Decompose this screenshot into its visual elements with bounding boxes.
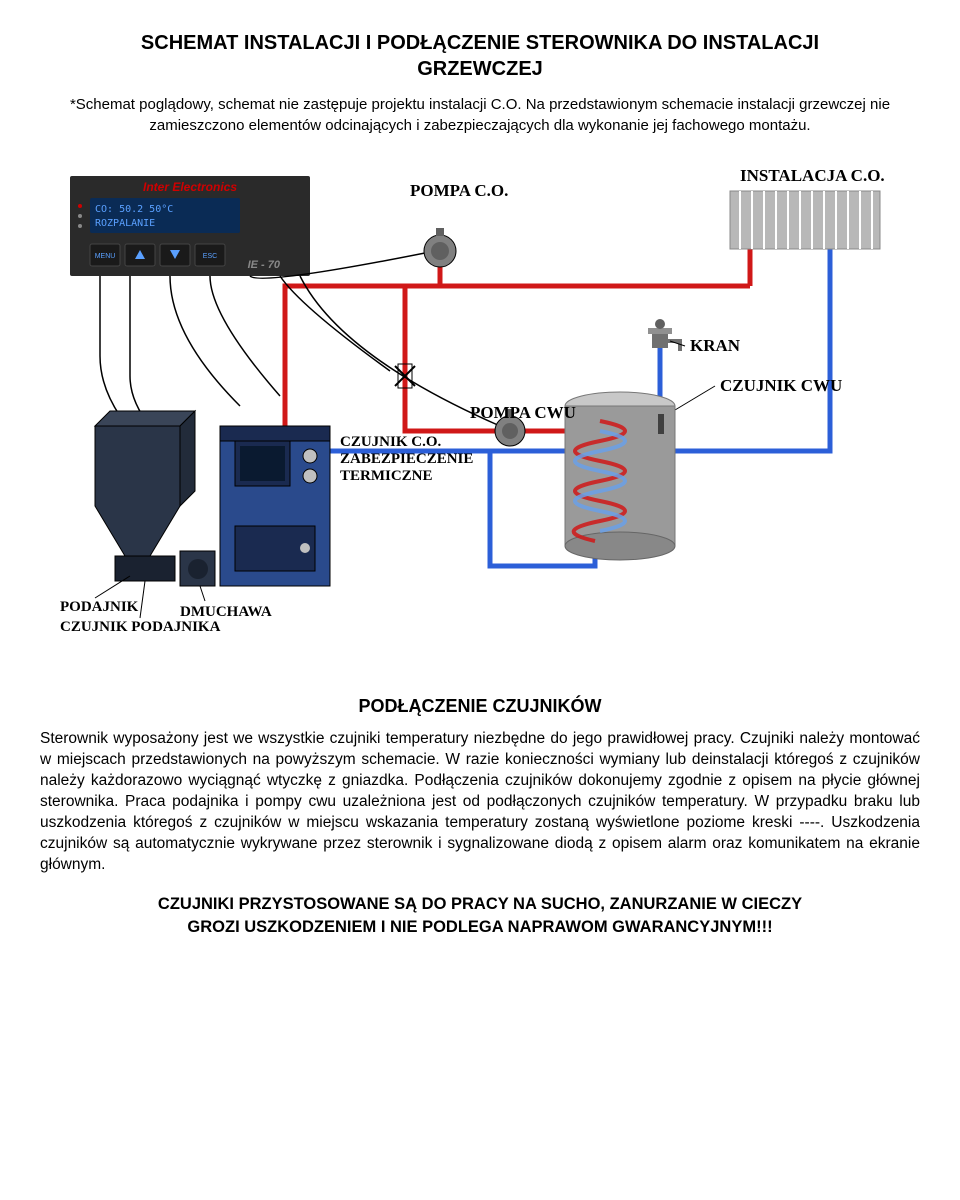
- svg-text:Inter Electronics: Inter Electronics: [143, 180, 237, 194]
- svg-text:CZUJNIK C.O.: CZUJNIK C.O.: [340, 434, 442, 450]
- boiler-unit: [95, 411, 330, 586]
- radiator: [730, 191, 880, 249]
- svg-text:CZUJNIK CWU: CZUJNIK CWU: [720, 376, 842, 395]
- svg-text:TERMICZNE: TERMICZNE: [340, 468, 433, 484]
- svg-text:ROZPALANIE: ROZPALANIE: [95, 218, 155, 229]
- body-paragraph: Sterownik wyposażony jest we wszystkie c…: [40, 729, 920, 875]
- svg-text:PODAJNIK: PODAJNIK: [60, 599, 139, 615]
- svg-text:POMPA CWU: POMPA CWU: [470, 403, 576, 422]
- pump-co: [424, 228, 456, 267]
- svg-text:ZABEZPIECZENIE: ZABEZPIECZENIE: [340, 451, 473, 467]
- warning-text: CZUJNIKI PRZYSTOSOWANE SĄ DO PRACY NA SU…: [40, 893, 920, 938]
- svg-text:INSTALACJA C.O.: INSTALACJA C.O.: [740, 166, 885, 185]
- section-title-sensors: PODŁĄCZENIE CZUJNIKÓW: [40, 696, 920, 717]
- cwu-tank: [565, 392, 675, 560]
- installation-diagram: Inter Electronics CO: 50.2 50°C ROZPALAN…: [40, 156, 920, 676]
- svg-text:CZUJNIK PODAJNIKA: CZUJNIK PODAJNIKA: [60, 619, 221, 635]
- tap-kran: [648, 319, 680, 351]
- svg-text:IE - 70: IE - 70: [248, 259, 281, 271]
- svg-text:MENU: MENU: [95, 253, 116, 260]
- svg-text:ESC: ESC: [203, 253, 217, 260]
- svg-text:KRAN: KRAN: [690, 336, 741, 355]
- svg-text:CO: 50.2 50°C: CO: 50.2 50°C: [95, 204, 173, 215]
- subtitle-note: *Schemat poglądowy, schemat nie zastępuj…: [40, 94, 920, 136]
- svg-text:POMPA C.O.: POMPA C.O.: [410, 181, 508, 200]
- svg-text:DMUCHAWA: DMUCHAWA: [180, 604, 272, 620]
- main-title: SCHEMAT INSTALACJI I PODŁĄCZENIE STEROWN…: [40, 30, 920, 82]
